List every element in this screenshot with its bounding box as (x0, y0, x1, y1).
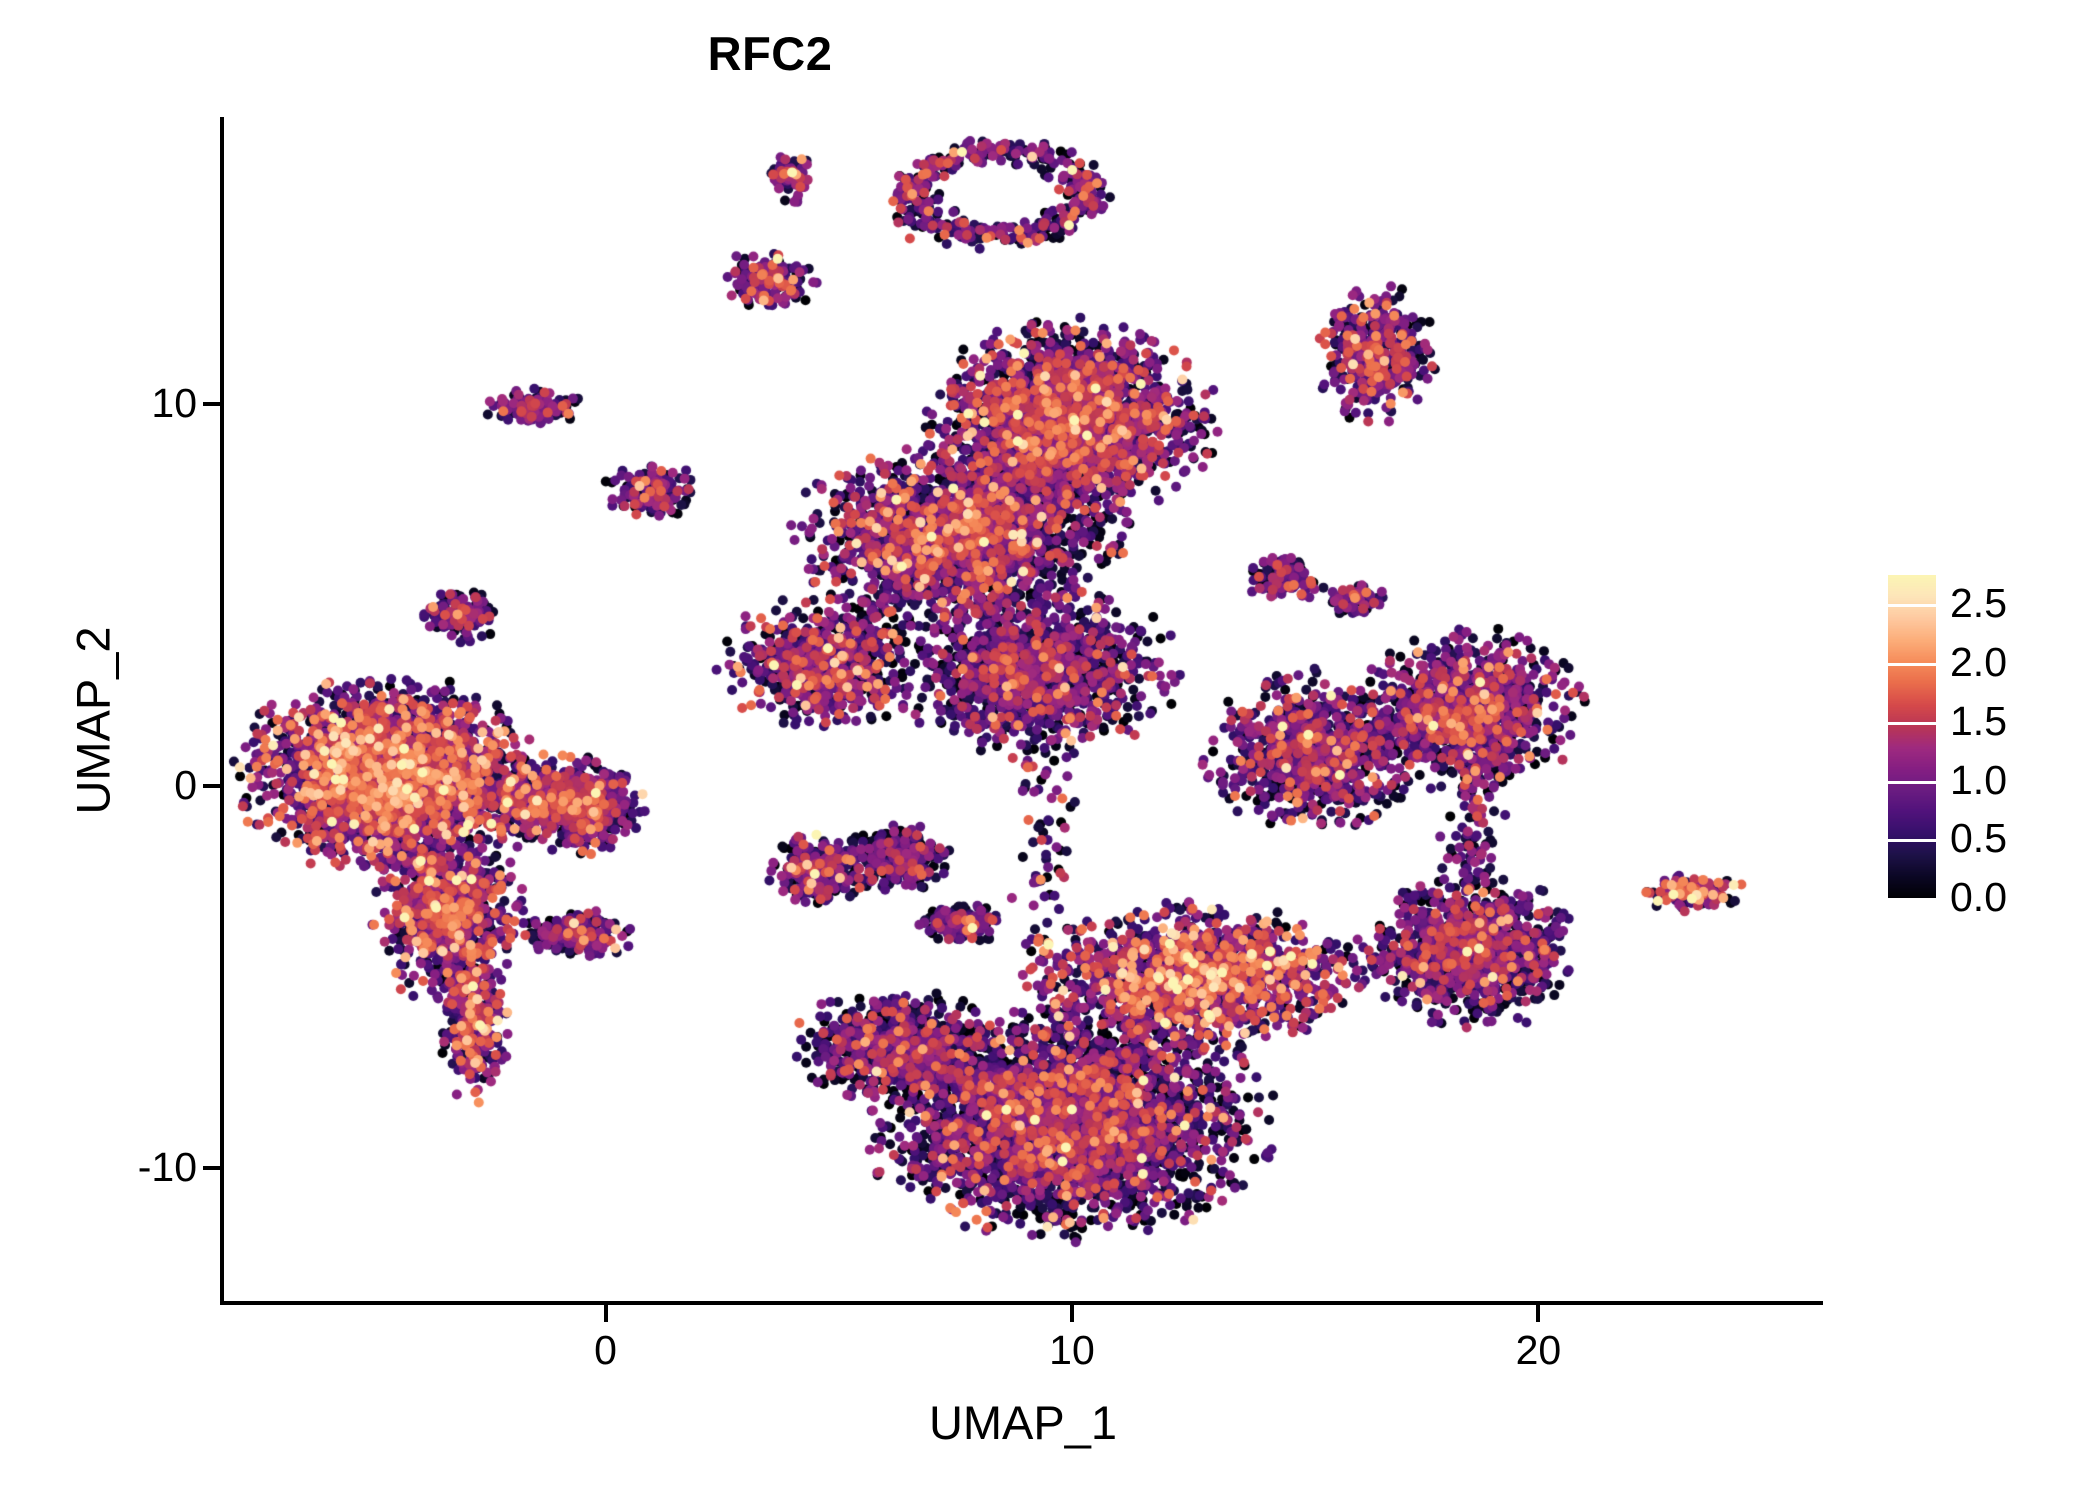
colorbar-tick-label: 2.0 (1950, 639, 2007, 685)
colorbar-tick-mark (1888, 839, 1936, 842)
colorbar-tick-label: 1.0 (1950, 757, 2007, 803)
umap-scatter-canvas[interactable] (223, 117, 1823, 1302)
x-tick-label: 0 (594, 1327, 617, 1373)
expression-colorbar-legend: 2.5 2.0 1.5 1.0 0.5 0.0 (1888, 575, 2078, 918)
y-tick-mark (203, 783, 220, 788)
scatter-plot-panel[interactable] (223, 117, 1823, 1302)
x-axis-line (220, 1301, 1823, 1305)
colorbar-tick-label: 0.0 (1950, 874, 2007, 920)
colorbar-tick-label: 0.5 (1950, 815, 2007, 861)
colorbar-tick-mark (1888, 663, 1936, 666)
colorbar-gradient (1888, 575, 1936, 899)
y-tick-mark (203, 401, 220, 406)
x-tick-mark (603, 1305, 608, 1322)
y-tick-mark (203, 1166, 220, 1171)
colorbar-tick-mark (1888, 722, 1936, 725)
x-axis-title: UMAP_1 (928, 1396, 1118, 1449)
y-tick-label: 0 (174, 761, 197, 808)
x-tick-label: 20 (1515, 1327, 1562, 1373)
x-tick-mark (1069, 1305, 1074, 1322)
colorbar-tick-label: 1.5 (1950, 698, 2007, 744)
colorbar-tick-label: 2.5 (1950, 580, 2007, 626)
x-tick-label: 10 (1049, 1327, 1095, 1373)
x-tick-mark (1536, 1305, 1541, 1322)
y-axis-title: UMAP_2 (66, 626, 120, 815)
y-tick-label: 10 (151, 379, 197, 426)
colorbar-tick-mark (1888, 781, 1936, 784)
y-axis-line (220, 117, 224, 1305)
page-title: RFC2 (707, 27, 833, 80)
y-tick-label: -10 (137, 1144, 197, 1191)
colorbar-tick-mark (1888, 898, 1936, 901)
colorbar-tick-mark (1888, 604, 1936, 607)
